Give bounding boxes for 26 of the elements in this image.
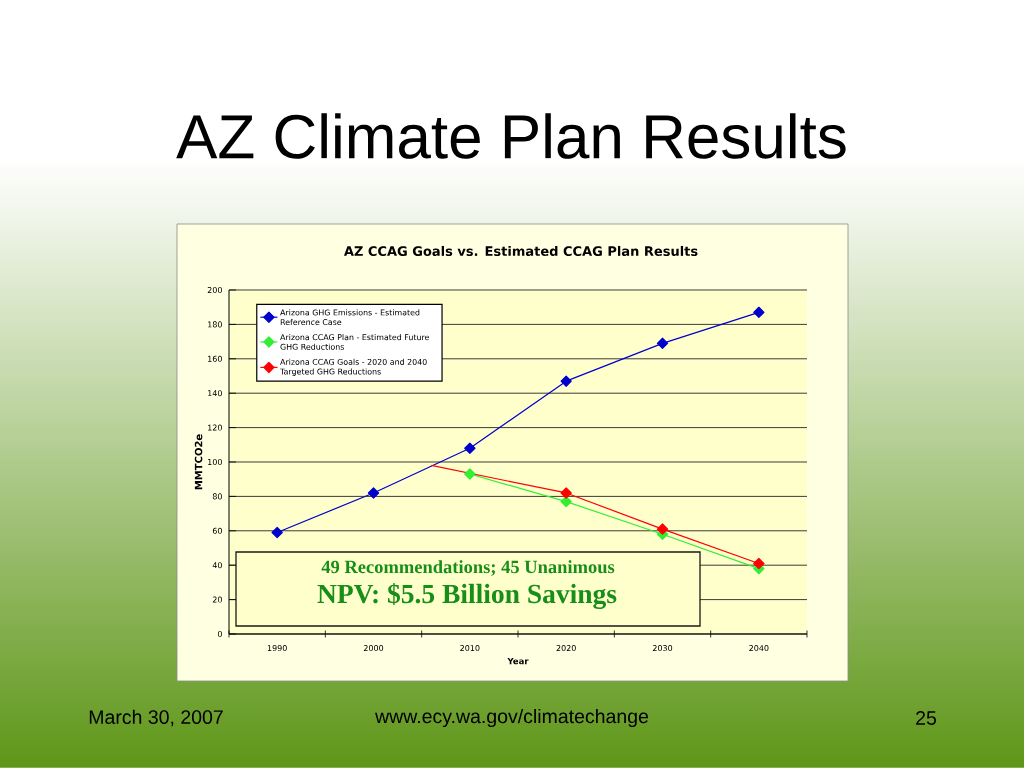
y-tick-label: 0	[217, 630, 222, 638]
x-tick-label: 2010	[460, 645, 480, 652]
y-tick-label: 200	[207, 286, 222, 294]
annotation: NPV: $5.5 Billion Savings	[317, 583, 617, 609]
y-tick-label: 140	[208, 390, 222, 397]
y-axis-title: MMTCO2e	[194, 434, 203, 490]
y-tick-label: 80	[212, 493, 222, 500]
x-tick-label: 2000	[363, 645, 384, 652]
x-tick-label: 2020	[556, 645, 576, 652]
y-tick-label: 20	[212, 596, 222, 603]
x-tick-label: 2040	[749, 645, 769, 652]
y-tick-label: 180	[208, 321, 222, 328]
text: 25	[916, 711, 937, 725]
y-tick-label: 100	[208, 458, 222, 466]
x-tick-label: 2030	[652, 645, 673, 652]
text: www.ecy.wa.gov/climatechange	[375, 708, 649, 728]
x-tick-label: 1990	[267, 645, 287, 652]
chart-subtitle: AZ CCAG Goals vs. Estimated CCAG Plan Results	[343, 245, 698, 257]
y-tick-label: 40	[212, 562, 222, 569]
y-tick-label: 60	[212, 527, 222, 534]
y-tick-label: 160	[208, 355, 222, 362]
text: March 30, 2007	[89, 709, 223, 727]
annotation: 49 Recommendations; 45 Unanimous	[321, 560, 615, 576]
chart-title: AZ Climate Plan Results	[176, 113, 846, 159]
x-axis-title: Year	[507, 657, 529, 665]
y-tick-label: 120	[208, 424, 222, 431]
